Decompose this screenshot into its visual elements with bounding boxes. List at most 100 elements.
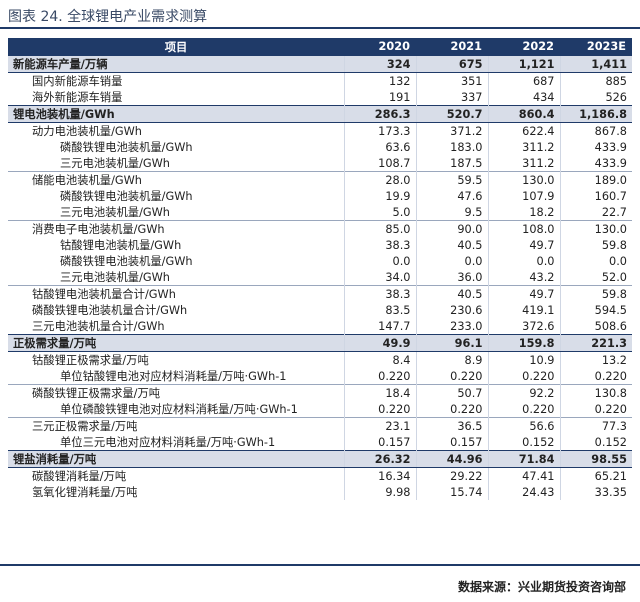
- cell-value: 867.8: [559, 122, 632, 139]
- cell-value: 130.8: [559, 384, 632, 401]
- cell-value: 132: [343, 72, 416, 89]
- cell-value: 337: [415, 89, 488, 106]
- cell-value: 622.4: [487, 122, 560, 139]
- cell-value: 38.3: [343, 285, 416, 302]
- cell-value: 520.7: [415, 105, 488, 123]
- cell-value: 18.2: [487, 204, 560, 221]
- cell-value: 40.5: [415, 285, 488, 302]
- row-label: 三元电池装机量/GWh: [60, 271, 170, 284]
- cell-value: 23.1: [343, 417, 416, 434]
- table-row: 海外新能源车销量 191 337 434 526: [8, 89, 632, 106]
- cell-value: 85.0: [343, 220, 416, 237]
- cell-value: 433.9: [559, 155, 632, 172]
- cell-value: 230.6: [415, 302, 488, 318]
- cell-value: 419.1: [487, 302, 560, 318]
- cell-value: 36.0: [415, 269, 488, 286]
- cell-value: 5.0: [343, 204, 416, 221]
- cell-value: 0.0: [343, 253, 416, 269]
- category-row: 正极需求量/万吨 49.9 96.1 159.8 221.3: [8, 334, 632, 352]
- cell-value: 96.1: [415, 334, 488, 352]
- source-note: 数据来源：兴业期货投资咨询部: [457, 580, 626, 594]
- row-label: 磷酸铁锂正极需求量/万吨: [8, 384, 344, 401]
- cell-value: 26.32: [343, 450, 416, 468]
- row-label: 储能电池装机量/GWh: [8, 171, 344, 188]
- row-label: 氢氧化锂消耗量/万吨: [32, 486, 138, 499]
- row-label: 动力电池装机量/GWh: [32, 125, 142, 138]
- cell-value: 50.7: [415, 384, 488, 401]
- row-label: 海外新能源车销量: [32, 91, 123, 104]
- cell-value: 159.8: [487, 334, 560, 352]
- category-row: 锂盐消耗量/万吨 26.32 44.96 71.84 98.55: [8, 450, 632, 468]
- table-row: 三元电池装机量/GWh 5.0 9.5 18.2 22.7: [8, 204, 632, 221]
- row-label: 新能源车产量/万辆: [8, 55, 344, 73]
- table-row: 三元电池装机量合计/GWh 147.7 233.0 372.6 508.6: [8, 318, 632, 335]
- cell-value: 49.9: [343, 334, 416, 352]
- header-item: 项目: [8, 38, 344, 56]
- table-row: 碳酸锂消耗量/万吨 16.34 29.22 47.41 65.21: [8, 467, 632, 484]
- table-row: 三元电池装机量/GWh 108.7 187.5 311.2 433.9: [8, 155, 632, 172]
- cell-value: 311.2: [487, 155, 560, 172]
- cell-value: 16.34: [343, 467, 416, 484]
- cell-value: 22.7: [559, 204, 632, 221]
- table-header-row: 项目 2020 2021 2022 2023E: [8, 38, 632, 56]
- header-year: 2021: [416, 38, 488, 56]
- cell-value: 47.41: [487, 467, 560, 484]
- cell-value: 108.7: [343, 155, 416, 172]
- cell-value: 433.9: [559, 139, 632, 155]
- cell-value: 47.6: [415, 188, 488, 204]
- cell-value: 59.8: [559, 237, 632, 253]
- cell-value: 526: [559, 89, 632, 106]
- cell-value: 59.8: [559, 285, 632, 302]
- table-row: 消费电子电池装机量/GWh 85.0 90.0 108.0 130.0: [8, 220, 632, 237]
- table-row: 磷酸铁锂电池装机量合计/GWh 83.5 230.6 419.1 594.5: [8, 302, 632, 318]
- row-label: 单位磷酸铁锂电池对应材料消耗量/万吨·GWh-1: [60, 403, 298, 416]
- cell-value: 15.74: [415, 484, 488, 500]
- cell-value: 90.0: [415, 220, 488, 237]
- table-row: 磷酸铁锂电池装机量/GWh 0.0 0.0 0.0 0.0: [8, 253, 632, 269]
- row-label: 单位三元电池对应材料消耗量/万吨·GWh-1: [60, 436, 276, 449]
- cell-value: 130.0: [559, 220, 632, 237]
- cell-value: 18.4: [343, 384, 416, 401]
- cell-value: 434: [487, 89, 560, 106]
- cell-value: 0.0: [487, 253, 560, 269]
- row-label: 钴酸锂正极需求量/万吨: [32, 354, 149, 367]
- table-row: 动力电池装机量/GWh 173.3 371.2 622.4 867.8: [8, 122, 632, 139]
- row-label: 三元正极需求量/万吨: [8, 417, 344, 434]
- cell-value: 92.2: [487, 384, 560, 401]
- cell-value: 130.0: [487, 171, 560, 188]
- cell-value: 43.2: [487, 269, 560, 286]
- cell-value: 63.6: [343, 139, 416, 155]
- cell-value: 13.2: [559, 351, 632, 368]
- cell-value: 0.0: [415, 253, 488, 269]
- cell-value: 107.9: [487, 188, 560, 204]
- cell-value: 65.21: [559, 467, 632, 484]
- cell-value: 34.0: [343, 269, 416, 286]
- row-label: 三元电池装机量合计/GWh: [32, 320, 165, 333]
- cell-value: 98.55: [559, 450, 632, 468]
- cell-value: 83.5: [343, 302, 416, 318]
- row-label: 锂盐消耗量/万吨: [8, 450, 344, 468]
- cell-value: 56.6: [487, 417, 560, 434]
- cell-value: 885: [559, 72, 632, 89]
- cell-value: 147.7: [343, 318, 416, 335]
- row-label: 单位钴酸锂电池对应材料消耗量/万吨·GWh-1: [60, 370, 287, 383]
- table-row: 氢氧化锂消耗量/万吨 9.98 15.74 24.43 33.35: [8, 484, 632, 500]
- cell-value: 49.7: [487, 285, 560, 302]
- cell-value: 24.43: [487, 484, 560, 500]
- category-row: 锂电池装机量/GWh 286.3 520.7 860.4 1,186.8: [8, 105, 632, 123]
- table-row: 磷酸铁锂正极需求量/万吨 18.4 50.7 92.2 130.8: [8, 384, 632, 401]
- cell-value: 0.220: [415, 368, 488, 385]
- table-row: 磷酸铁锂电池装机量/GWh 19.9 47.6 107.9 160.7: [8, 188, 632, 204]
- cell-value: 40.5: [415, 237, 488, 253]
- category-row: 新能源车产量/万辆 324 675 1,121 1,411: [8, 55, 632, 73]
- table-row: 单位磷酸铁锂电池对应材料消耗量/万吨·GWh-1 0.220 0.220 0.220 0…: [8, 401, 632, 418]
- cell-value: 28.0: [343, 171, 416, 188]
- row-label: 碳酸锂消耗量/万吨: [32, 470, 127, 483]
- cell-value: 8.4: [343, 351, 416, 368]
- table-row: 国内新能源车销量 132 351 687 885: [8, 72, 632, 89]
- cell-value: 173.3: [343, 122, 416, 139]
- row-label: 磷酸铁锂电池装机量/GWh: [60, 141, 193, 154]
- cell-value: 0.152: [559, 434, 632, 451]
- cell-value: 33.35: [559, 484, 632, 500]
- cell-value: 191: [343, 89, 416, 106]
